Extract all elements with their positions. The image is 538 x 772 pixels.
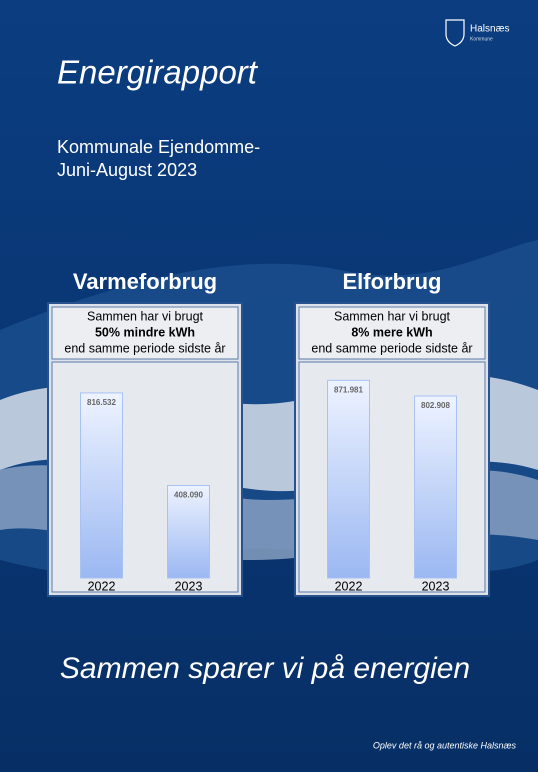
summary-line: end samme periode sidste år xyxy=(64,341,225,355)
summary-line: 8% mere kWh xyxy=(351,325,432,339)
value-label: 802.908 xyxy=(421,401,450,410)
summary-box xyxy=(298,306,486,360)
value-label: 816.532 xyxy=(87,398,116,407)
summary-line: Sammen har vi brugt xyxy=(87,309,204,323)
plot-area xyxy=(51,361,239,593)
chart-title: Elforbrug xyxy=(343,269,442,294)
summary-line: Sammen har vi brugt xyxy=(334,309,451,323)
slogan: Sammen sparer vi på energien xyxy=(60,652,470,685)
x-tick-label: 2022 xyxy=(335,579,363,593)
subtitle: Juni-August 2023 xyxy=(57,160,197,180)
bar xyxy=(414,395,457,579)
logo-icon xyxy=(445,19,465,47)
summary-box xyxy=(51,306,239,360)
x-tick-label: 2023 xyxy=(422,579,450,593)
summary-line: end samme periode sidste år xyxy=(311,341,472,355)
value-label: 408.090 xyxy=(174,491,203,500)
title: Energirapport xyxy=(57,54,259,91)
bar xyxy=(167,484,210,579)
footer: Oplev det rå og autentiske Halsnæs xyxy=(373,740,517,750)
value-label: 871.981 xyxy=(334,385,363,394)
bar xyxy=(327,379,370,579)
summary-line: 50% mindre kWh xyxy=(95,325,195,339)
bar xyxy=(80,392,123,579)
x-tick-label: 2022 xyxy=(88,579,116,593)
logo-sub: Kommune xyxy=(470,36,493,42)
x-tick-label: 2023 xyxy=(175,579,203,593)
logo: Halsnæs Kommune xyxy=(445,19,509,47)
chart-title: Varmeforbrug xyxy=(73,269,217,294)
subtitle: Kommunale Ejendomme- xyxy=(57,137,260,157)
logo-name: Halsnæs xyxy=(470,24,509,35)
plot-area xyxy=(298,361,486,593)
